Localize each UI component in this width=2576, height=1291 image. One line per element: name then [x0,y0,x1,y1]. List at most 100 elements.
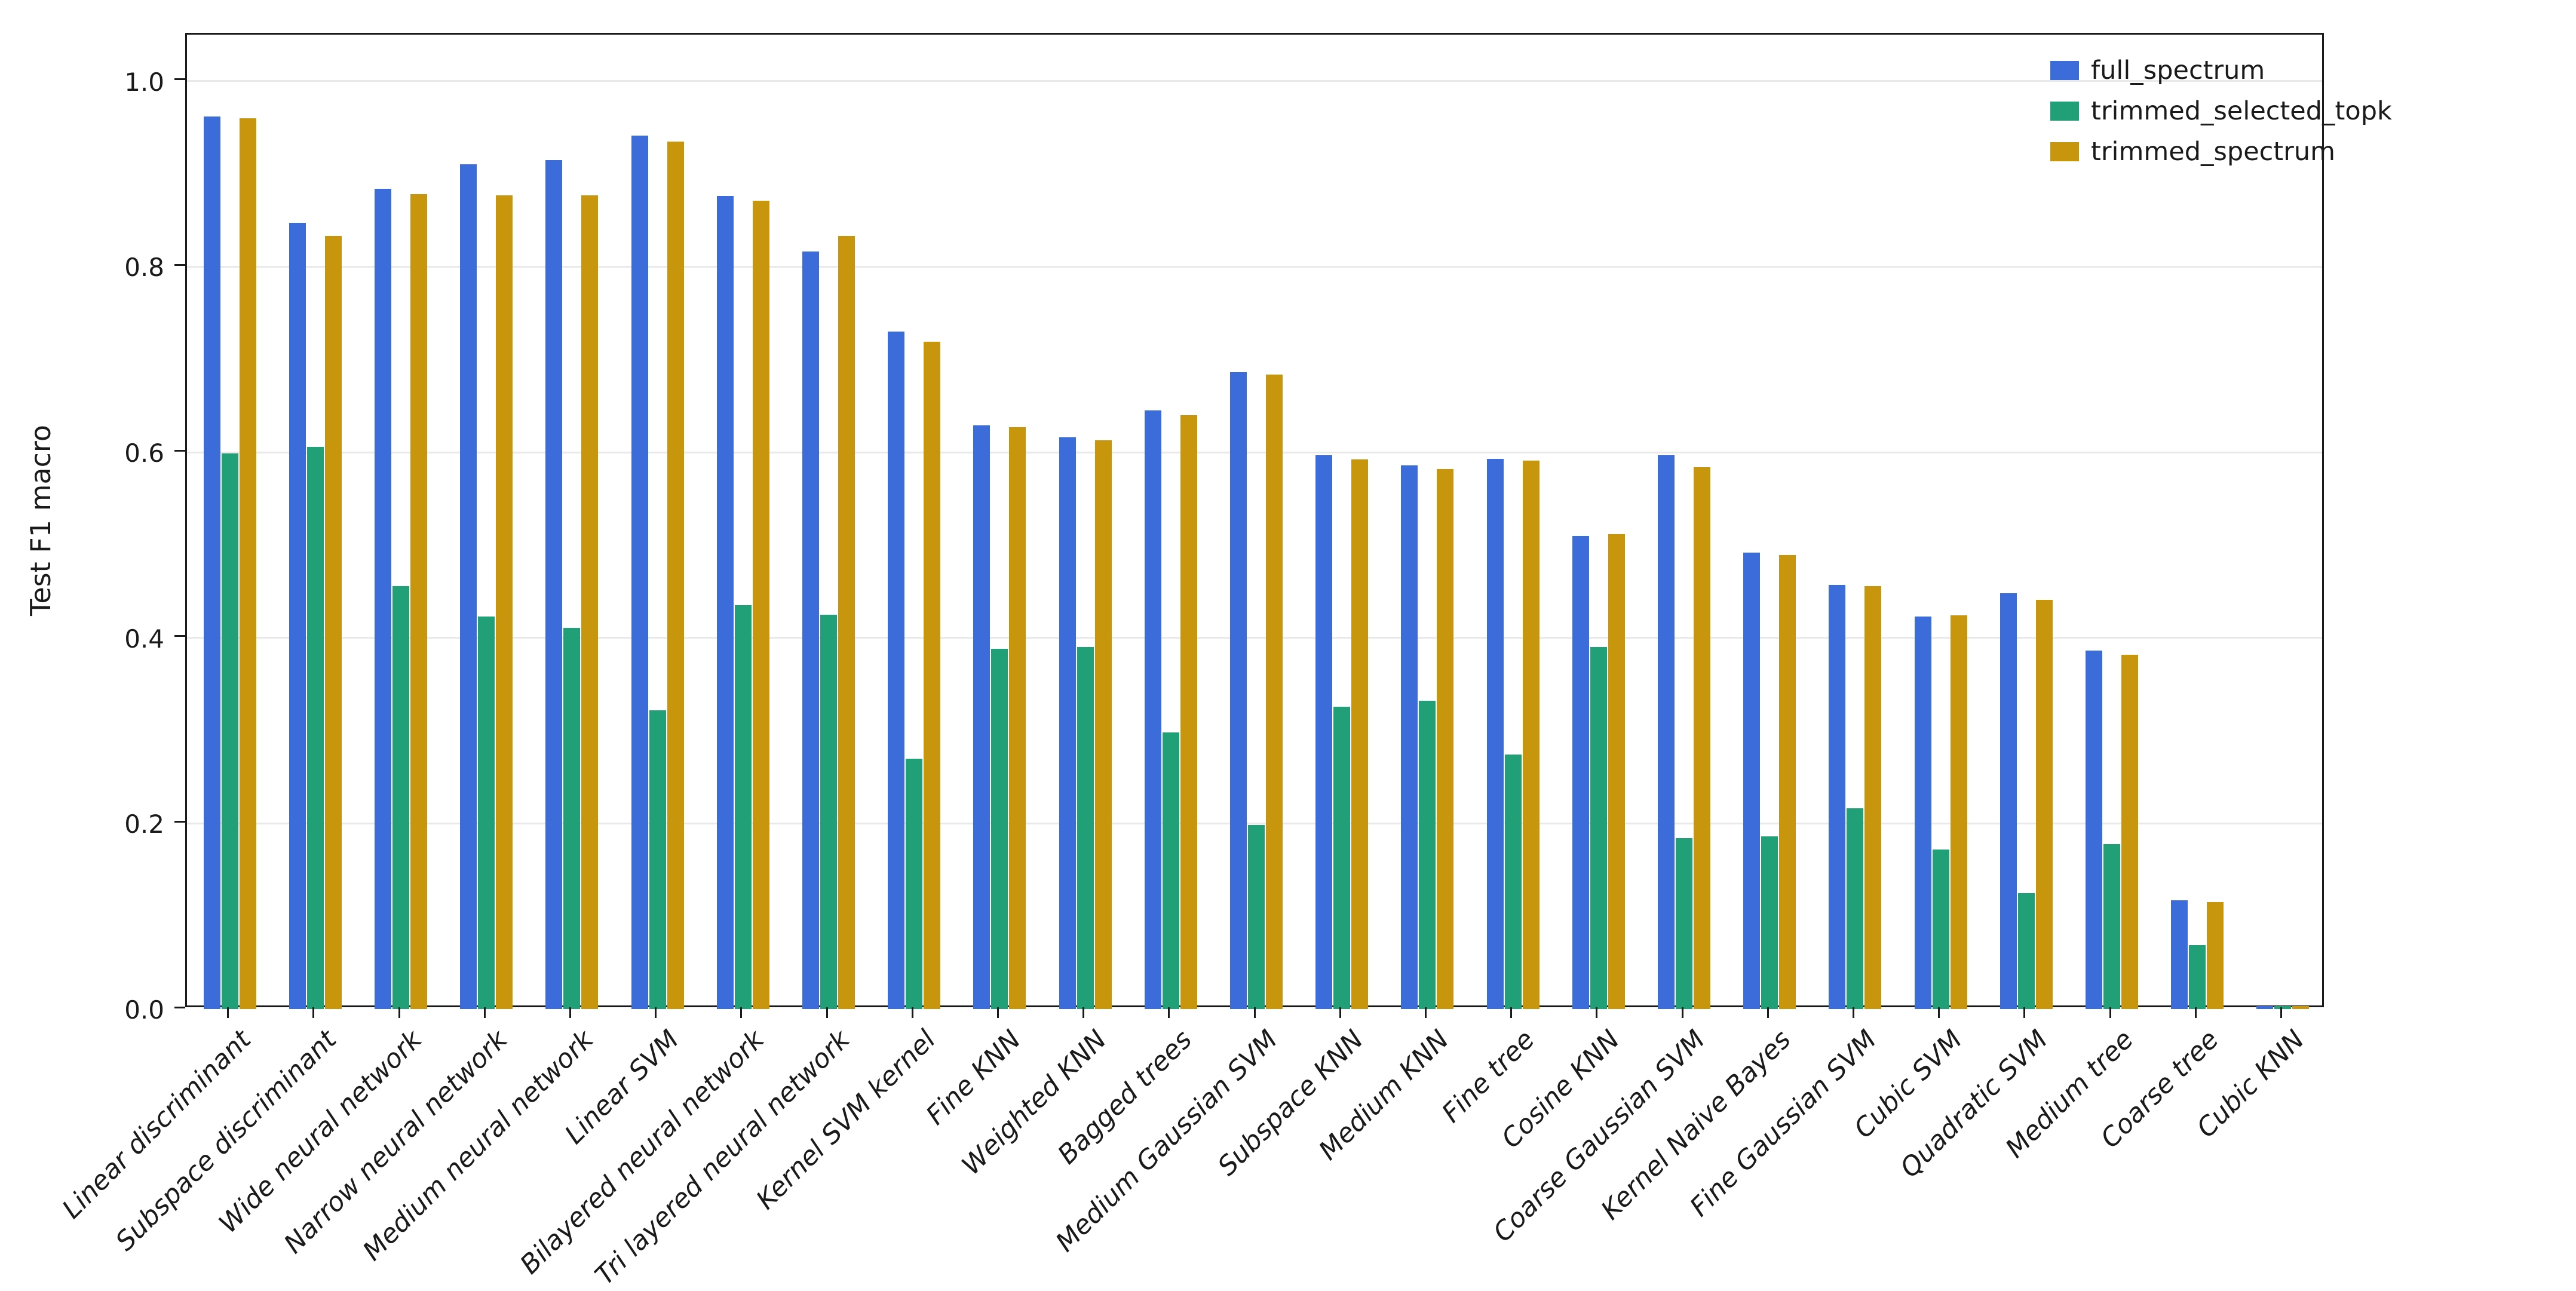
bar-trimmed_spectrum [2121,654,2138,1009]
plot-area [185,33,2324,1009]
bar-full_spectrum [545,160,563,1009]
bar-trimmed_spectrum [1608,533,1625,1009]
bar-trimmed_selected_topk [1932,849,1949,1009]
bar-full_spectrum [2086,651,2102,1009]
gridline [187,637,2322,639]
bar-trimmed_spectrum [1009,427,1026,1009]
x-tick [740,1007,743,1018]
x-tick [1168,1007,1170,1018]
bar-full_spectrum [1572,535,1589,1009]
legend-label: trimmed_selected_topk [2091,96,2392,126]
bar-trimmed_spectrum [581,195,599,1009]
bar-full_spectrum [289,223,306,1009]
bar-full_spectrum [631,136,648,1009]
x-tick [1253,1007,1256,1018]
y-tick-label: 0.0 [124,995,164,1025]
y-tick-label: 1.0 [124,67,164,97]
bar-trimmed_spectrum [667,141,684,1009]
bar-trimmed_selected_topk [1676,838,1692,1009]
bar-trimmed_spectrum [324,236,342,1009]
bar-full_spectrum [888,332,905,1009]
bar-trimmed_spectrum [496,195,513,1009]
bar-trimmed_selected_topk [734,605,752,1009]
bar-trimmed_spectrum [924,342,941,1009]
bar-trimmed_selected_topk [1162,732,1179,1009]
x-tick [1852,1007,1854,1018]
x-tick [1681,1007,1683,1018]
bar-trimmed_selected_topk [478,616,495,1009]
bar-trimmed_spectrum [2035,599,2053,1009]
bar-trimmed_selected_topk [1847,808,1864,1009]
x-tick [1767,1007,1769,1018]
x-tick [398,1007,400,1018]
y-tick-label: 0.6 [124,438,164,468]
bar-full_spectrum [203,116,220,1009]
bar-full_spectrum [1059,437,1076,1009]
bar-trimmed_selected_topk [563,627,581,1009]
y-tick-label: 0.2 [124,809,164,839]
bar-trimmed_selected_topk [1419,701,1436,1009]
bar-trimmed_spectrum [1864,585,1882,1009]
bar-trimmed_spectrum [410,194,427,1009]
bar-trimmed_spectrum [1437,468,1454,1009]
bar-trimmed_selected_topk [1504,755,1522,1009]
bar-trimmed_selected_topk [2017,893,2035,1009]
bar-trimmed_spectrum [2207,902,2224,1009]
x-tick [996,1007,999,1018]
y-tick [174,820,185,823]
bar-trimmed_selected_topk [649,710,666,1009]
bar-trimmed_spectrum [1266,374,1283,1009]
bar-trimmed_selected_topk [1590,647,1607,1009]
bar-full_spectrum [1486,458,1504,1009]
legend-swatch [2050,102,2079,121]
bar-full_spectrum [716,196,734,1009]
bar-trimmed_spectrum [239,118,256,1009]
x-tick [2194,1007,2197,1018]
bar-full_spectrum [1230,372,1247,1009]
x-tick [2109,1007,2111,1018]
bar-trimmed_selected_topk [392,585,409,1009]
bar-full_spectrum [973,425,990,1009]
bar-full_spectrum [2256,1006,2274,1009]
x-tick [826,1007,828,1018]
y-axis-label: Test F1 macro [24,424,57,616]
x-tick [1510,1007,1513,1018]
bar-full_spectrum [1658,455,1675,1009]
bar-trimmed_spectrum [1351,459,1369,1009]
gridline [187,451,2322,453]
bar-trimmed_spectrum [838,236,855,1009]
x-tick [312,1007,315,1018]
x-tick [2280,1007,2282,1018]
bar-trimmed_selected_topk [1248,825,1265,1009]
bar-trimmed_spectrum [1694,467,1710,1009]
x-tick [569,1007,571,1018]
y-tick-label: 0.4 [124,624,164,654]
y-tick-label: 0.8 [124,253,164,283]
bar-trimmed_spectrum [2292,1006,2310,1009]
gridline [187,80,2322,82]
bar-trimmed_spectrum [1094,440,1112,1009]
bar-full_spectrum [1401,465,1418,1009]
x-tick [1424,1007,1427,1018]
legend-label: full_spectrum [2091,56,2265,85]
bar-trimmed_selected_topk [306,446,324,1009]
x-tick [911,1007,913,1018]
legend-label: trimmed_spectrum [2091,137,2335,167]
bar-full_spectrum [1144,410,1161,1009]
gridline [187,265,2322,268]
bar-trimmed_selected_topk [2103,844,2120,1009]
legend-swatch [2050,61,2079,80]
x-tick [227,1007,229,1018]
gridline [187,822,2322,824]
x-tick-label: Quadratic SVM [1894,1024,2054,1184]
bar-trimmed_selected_topk [1077,647,1094,1009]
bar-trimmed_spectrum [1180,415,1197,1009]
x-tick [1082,1007,1085,1018]
x-tick [2023,1007,2026,1018]
y-tick [174,635,185,637]
x-tick [1596,1007,1598,1018]
bar-full_spectrum [802,252,819,1009]
legend-item: full_spectrum [2050,50,2392,91]
bar-trimmed_selected_topk [1761,836,1778,1009]
